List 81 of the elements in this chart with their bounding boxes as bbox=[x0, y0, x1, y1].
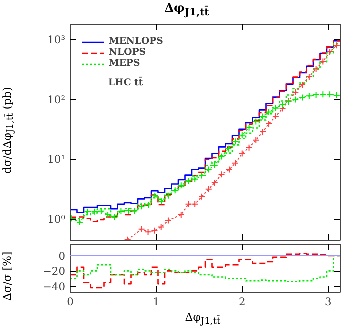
point bbox=[279, 101, 286, 108]
point bbox=[292, 89, 300, 96]
point bbox=[205, 186, 212, 193]
point bbox=[306, 73, 313, 80]
point bbox=[98, 208, 105, 215]
point bbox=[192, 200, 199, 208]
point bbox=[198, 193, 206, 200]
point bbox=[205, 166, 212, 174]
point bbox=[306, 92, 313, 100]
point bbox=[299, 94, 306, 102]
legend-label: NLOPS bbox=[109, 47, 146, 58]
annotation: LHC tt̄ bbox=[108, 76, 144, 88]
legend-label: MEPS bbox=[109, 58, 140, 69]
x-axis-title: Δφ$_{J1,tt̄}$ bbox=[185, 310, 221, 328]
y-tick-label: 10³ bbox=[48, 33, 66, 46]
point bbox=[145, 202, 152, 209]
point bbox=[158, 224, 165, 231]
x-tick-label: 0 bbox=[67, 296, 74, 308]
point bbox=[138, 203, 146, 210]
point bbox=[152, 192, 159, 200]
point bbox=[198, 172, 206, 180]
point bbox=[185, 200, 192, 208]
point bbox=[164, 192, 172, 200]
point bbox=[151, 227, 158, 234]
point bbox=[260, 113, 267, 120]
point bbox=[252, 118, 260, 126]
y-axis-title: Δσ/σ [%] bbox=[0, 251, 15, 301]
point bbox=[333, 92, 340, 99]
point bbox=[238, 150, 246, 158]
point bbox=[232, 138, 240, 146]
point bbox=[299, 82, 306, 89]
point bbox=[118, 208, 125, 215]
point bbox=[185, 178, 192, 185]
point bbox=[211, 179, 218, 186]
point bbox=[76, 218, 84, 226]
y-tick-label: 0 bbox=[58, 250, 66, 263]
point bbox=[211, 162, 218, 170]
point bbox=[178, 182, 185, 190]
point bbox=[292, 96, 300, 104]
point bbox=[326, 48, 334, 56]
point bbox=[320, 58, 327, 66]
point bbox=[225, 145, 232, 152]
point bbox=[272, 113, 280, 120]
point bbox=[218, 171, 226, 178]
point bbox=[260, 128, 267, 136]
point bbox=[272, 104, 280, 112]
point bbox=[238, 132, 246, 139]
point bbox=[266, 120, 273, 128]
point bbox=[144, 228, 152, 236]
point bbox=[172, 187, 179, 194]
point bbox=[226, 166, 233, 174]
point bbox=[91, 208, 98, 216]
point bbox=[104, 211, 112, 218]
y-tick-label: −20 bbox=[43, 265, 66, 278]
point bbox=[158, 198, 166, 206]
point bbox=[320, 91, 327, 98]
point bbox=[246, 144, 253, 152]
y-tick-label: −40 bbox=[43, 280, 66, 294]
point bbox=[164, 217, 172, 224]
point bbox=[111, 214, 118, 221]
point bbox=[266, 108, 273, 116]
point bbox=[333, 42, 340, 50]
y-tick-label: 10² bbox=[48, 93, 66, 106]
y-tick-label: 10⁰ bbox=[48, 213, 66, 226]
point bbox=[84, 208, 92, 216]
x-tick-label: 3 bbox=[324, 296, 332, 308]
point bbox=[138, 226, 146, 233]
point bbox=[192, 176, 199, 183]
point bbox=[232, 160, 240, 167]
point bbox=[218, 153, 226, 160]
point bbox=[312, 66, 320, 73]
point bbox=[246, 124, 253, 132]
x-tick-label: 2 bbox=[238, 296, 246, 308]
chart-title: Δφ$_{J1,tt̄}$ bbox=[164, 0, 210, 20]
point bbox=[252, 136, 260, 144]
x-tick-label: 1 bbox=[153, 296, 160, 308]
point bbox=[326, 91, 334, 98]
point bbox=[312, 92, 320, 99]
legend-label: MENLOPS bbox=[109, 36, 164, 47]
point bbox=[178, 211, 185, 218]
y-tick-label: 10¹ bbox=[48, 153, 66, 166]
